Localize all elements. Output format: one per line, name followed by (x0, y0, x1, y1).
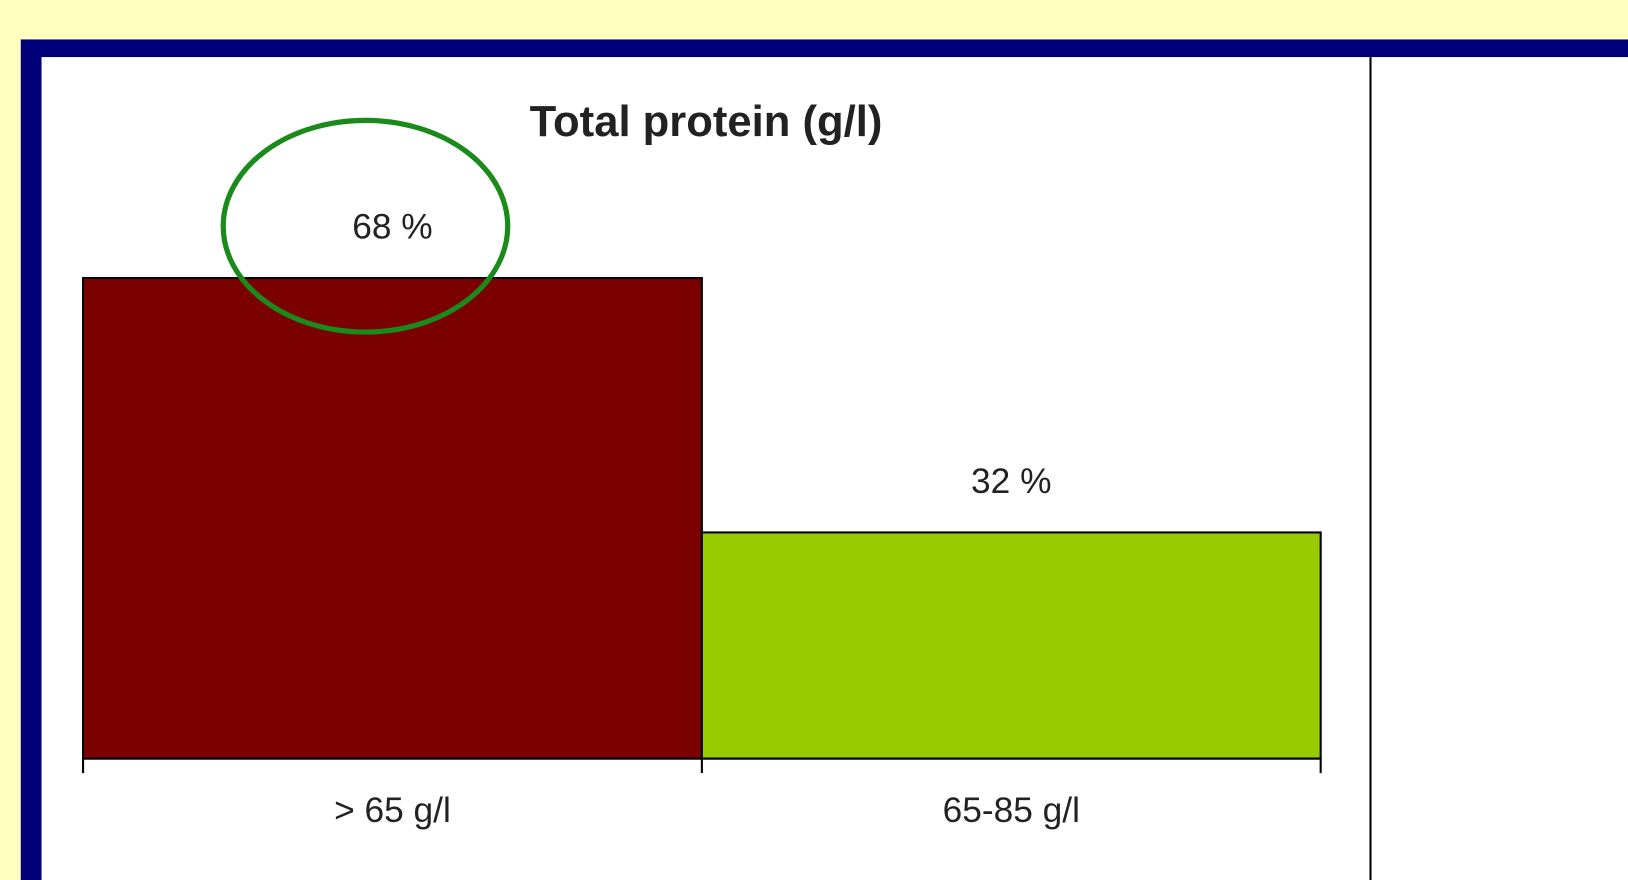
chart-title: Total protein (g/l) (530, 98, 883, 146)
value-label: 32 % (971, 462, 1051, 501)
value-label: 68 % (352, 208, 432, 247)
bar (82, 276, 703, 760)
highlight-ellipse (220, 117, 511, 335)
x-tick-label: 65-85 g/l (943, 791, 1080, 830)
x-tick-label: > 65 g/l (334, 791, 451, 830)
bar (700, 531, 1322, 760)
